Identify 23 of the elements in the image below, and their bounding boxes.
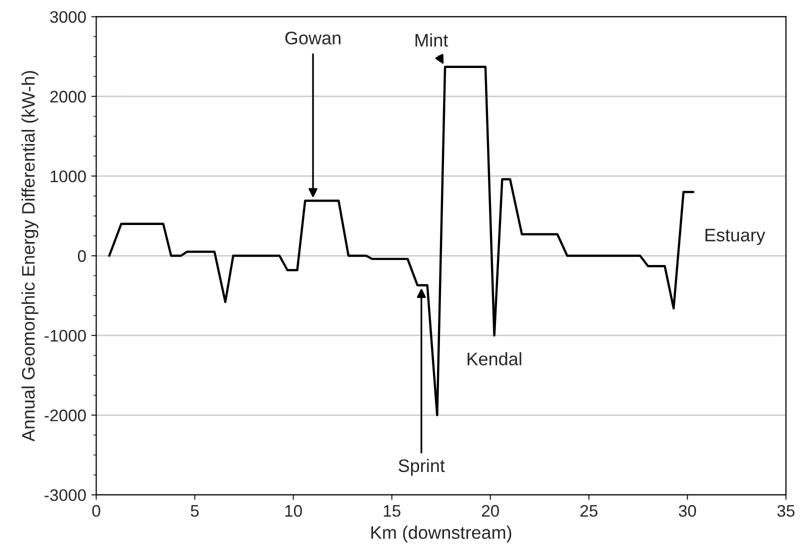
- y-axis-title: Annual Geomorphic Energy Differential (kW-h): [22, 71, 38, 442]
- line-series: [108, 66, 694, 416]
- x-tick-label: 25: [580, 505, 598, 517]
- annotation: Sprint: [398, 458, 445, 476]
- y-tick-label: -3000: [44, 489, 86, 502]
- x-axis-title: Km (downstream): [371, 526, 512, 542]
- x-tick-label: 30: [678, 505, 696, 517]
- x-tick-label: 5: [190, 505, 199, 517]
- y-tick-label: 1000: [50, 170, 86, 182]
- x-tick-label: 0: [92, 505, 100, 517]
- x-tick-label: 10: [285, 505, 302, 517]
- y-tick-label: 3000: [50, 11, 86, 23]
- annotation: Estuary: [706, 228, 766, 246]
- annotation: Gowan: [285, 32, 340, 44]
- x-tick-label: 15: [384, 505, 400, 517]
- x-tick-label: 20: [482, 505, 499, 517]
- y-tick-label: -1000: [44, 330, 86, 342]
- x-tick-label: 35: [777, 505, 795, 517]
- y-tick-label: 0: [78, 250, 86, 262]
- y-tick-label: -2000: [44, 410, 86, 422]
- annotation: Kendal: [468, 352, 522, 366]
- annotation: Mint: [416, 33, 448, 47]
- y-tick-label: 2000: [50, 90, 86, 103]
